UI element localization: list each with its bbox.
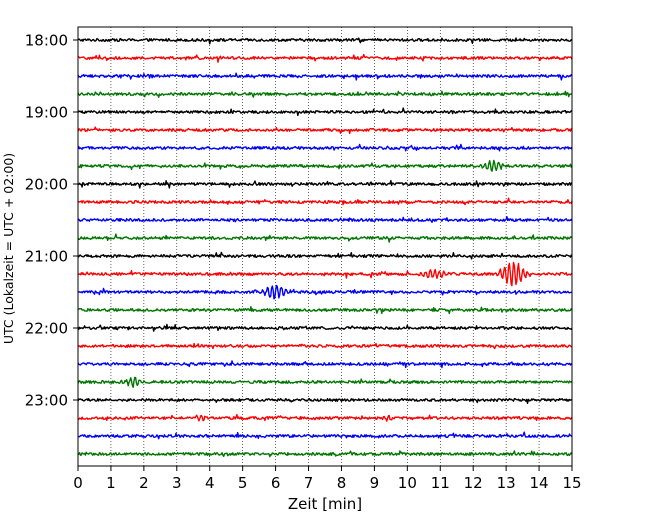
trace-1815 [77,53,573,63]
x-tick-label: 14 [530,474,549,492]
y-tick-label: 19:00 [25,104,68,122]
trace-1800 [77,37,573,45]
trace-2315 [77,413,573,422]
y-tick-label: 18:00 [25,32,68,50]
trace-2215 [77,342,573,350]
trace-2345 [77,450,573,458]
trace-1930 [77,143,573,152]
x-tick-label: 7 [304,474,314,492]
x-tick-label: 0 [73,474,83,492]
trace-2330 [77,431,573,440]
y-axis-title: UTC (Lokalzeit = UTC + 02:00) [1,153,16,344]
y-tick-label: 22:00 [25,320,68,338]
x-tick-label: 11 [431,474,450,492]
trace-1845 [77,90,573,98]
trace-2015 [77,197,573,206]
trace-2100 [77,251,573,260]
trace-2045 [77,233,573,243]
trace-1900 [77,107,573,117]
trace-2115 [77,261,573,287]
grid-lines [110,27,540,466]
trace-2300 [77,397,573,405]
trace-2230 [77,360,573,369]
x-tick-label: 2 [139,474,149,492]
trace-2200 [77,323,573,332]
x-tick-label: 1 [106,474,116,492]
trace-2000 [77,179,573,189]
x-tick-label: 5 [238,474,248,492]
trace-2245 [77,376,573,388]
x-tick-label: 13 [497,474,516,492]
trace-1830 [77,72,573,81]
x-tick-label: 9 [370,474,380,492]
seismic-traces [77,37,573,458]
y-tick-label: 23:00 [25,392,68,410]
trace-1915 [77,126,573,135]
y-tick-label: 20:00 [25,176,68,194]
trace-2130 [77,284,573,300]
trace-2145 [77,306,573,315]
x-tick-label: 8 [337,474,347,492]
x-tick-label: 10 [398,474,417,492]
x-axis-title: Zeit [min] [288,495,362,513]
x-tick-label: 4 [205,474,215,492]
x-tick-label: 3 [172,474,182,492]
x-tick-label: 6 [271,474,281,492]
trace-2030 [77,216,573,223]
x-axis-ticks: 0 1 2 3 4 5 6 7 8 9 10 11 12 13 14 15 [73,466,582,492]
trace-1945 [77,159,573,172]
y-axis-ticks: 18:00 19:00 20:00 21:00 22:00 23:00 [25,32,78,410]
y-tick-label: 21:00 [25,248,68,266]
x-tick-label: 15 [562,474,581,492]
plot-frame [77,26,573,467]
x-tick-label: 12 [464,474,483,492]
